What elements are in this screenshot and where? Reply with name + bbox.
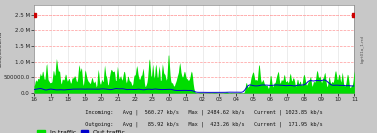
Text: Incoming:   Avg |  560.27 kb/s   Max | 2484.62 kb/s   Current | 1023.85 kb/s: Incoming: Avg | 560.27 kb/s Max | 2484.6… xyxy=(54,110,323,115)
Y-axis label: bits/second: bits/second xyxy=(0,31,2,67)
Text: Outgoing:   Avg |   85.92 kb/s   Max |  423.26 kb/s   Current |  171.95 kb/s: Outgoing: Avg | 85.92 kb/s Max | 423.26 … xyxy=(54,122,323,127)
Legend: In traffic, Out traffic: In traffic, Out traffic xyxy=(37,130,126,133)
Text: bgrt01a_1.rrd: bgrt01a_1.rrd xyxy=(361,35,365,63)
